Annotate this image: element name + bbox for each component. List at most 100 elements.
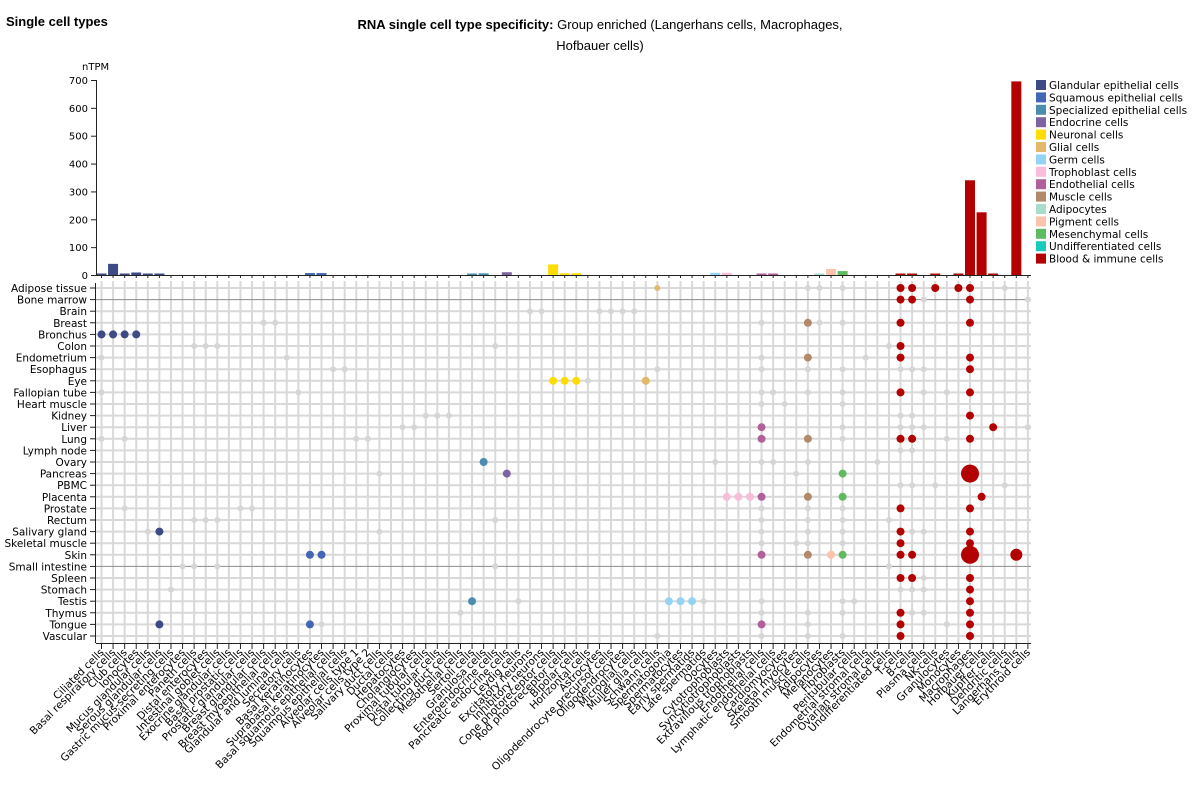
tissue-label[interactable]: Skin [65, 550, 87, 562]
expression-dot[interactable]: Ovary / Ovarian stromal cells [874, 459, 881, 465]
bar[interactable]: Lymphatic endothelial cells: 1 nTPM [768, 273, 779, 276]
expression-dot[interactable]: Testis / Macrophages [966, 597, 974, 606]
expression-dot[interactable]: Breast / Smooth muscle cells [803, 318, 812, 327]
expression-dot[interactable]: Testis / Early spermatids [688, 597, 697, 606]
bar[interactable]: Mucus glandular cells: 1 nTPM [142, 273, 153, 276]
expression-dot[interactable]: Salivary gland / Endothelial cells [758, 528, 765, 535]
expression-dot[interactable]: Breast / Fibroblasts [839, 319, 846, 326]
expression-dot[interactable]: Salivary gland / Fibroblasts [839, 528, 846, 535]
expression-dot[interactable]: Adipose tissue / Schwann cells [654, 285, 661, 291]
expression-dot[interactable]: Breast / Breast myoepithelial cells [272, 319, 279, 326]
tissue-label[interactable]: PBMC [57, 480, 87, 492]
tissue-label[interactable]: Ovary [56, 457, 87, 469]
expression-dot[interactable]: Adipose tissue / Adipocytes [816, 285, 823, 291]
legend-item[interactable]: Specialized epithelial cells [1036, 104, 1187, 117]
bar[interactable]: Langerhans cells: 695 nTPM [1011, 81, 1022, 276]
expression-dot[interactable]: Pancreas / Skeletal myocytes [793, 470, 800, 477]
legend-item[interactable]: Endocrine cells [1036, 117, 1128, 129]
expression-dot[interactable]: Fallopian tube / Granulocytes [943, 389, 950, 396]
expression-dot[interactable]: Fallopian tube / Fibroblasts [839, 389, 846, 396]
expression-dot[interactable]: Lung / Alveolar cells type 2 [364, 435, 371, 442]
bar[interactable]: Serous glandular cells: 1 nTPM [154, 273, 165, 276]
expression-dot[interactable]: Esophagus / T-cells [897, 366, 904, 373]
bar[interactable]: Basal keratinocytes: 7 nTPM [304, 273, 315, 275]
expression-dot[interactable]: Endometrium / Glandular and luminal cell… [283, 354, 290, 361]
expression-dot[interactable]: Small intestine / Undifferentiated cells [885, 563, 892, 570]
expression-dot[interactable]: Placenta / Cytotrophoblasts [722, 492, 731, 501]
legend-item[interactable]: Pigment cells [1036, 216, 1119, 228]
expression-dot[interactable]: Colon / Distal enterocytes [202, 343, 209, 349]
tissue-label[interactable]: Lung [61, 434, 87, 446]
tissue-label[interactable]: Esophagus [30, 364, 87, 376]
expression-dot[interactable]: Fallopian tube / Lymphatic endothelial c… [770, 389, 777, 396]
expression-dot[interactable]: Thymus / Mesothelial cells [457, 609, 464, 616]
expression-dot[interactable]: Lung / Granulocytes [943, 435, 950, 442]
tissue-label[interactable]: Lymph node [23, 445, 87, 457]
expression-dot[interactable]: Prostate / Macrophages [966, 504, 974, 513]
expression-dot[interactable]: PBMC / B-cells [909, 482, 916, 489]
expression-dot[interactable]: Eye / Rod photoreceptor cells [560, 376, 569, 385]
expression-dot[interactable]: Bone marrow / Plasma cells [920, 296, 927, 303]
expression-dot[interactable]: Adipose tissue / Monocytes [954, 284, 963, 292]
expression-dot[interactable]: Vascular / Smooth muscle cells [804, 633, 811, 639]
expression-dot[interactable]: Fallopian tube / T-cells [896, 388, 905, 397]
expression-dot[interactable]: Colon / Undifferentiated cells [885, 343, 892, 349]
expression-dot[interactable]: Fallopian tube / Secretory cells [295, 389, 302, 396]
tissue-label[interactable]: Eye [68, 376, 87, 388]
legend-item[interactable]: Trophoblast cells [1036, 166, 1137, 179]
expression-dot[interactable]: Skeletal muscle / T-cells [896, 539, 905, 548]
expression-dot[interactable]: Lung / Smooth muscle cells [803, 434, 812, 443]
expression-dot[interactable]: Testis / Sertoli cells [468, 597, 477, 606]
expression-dot[interactable]: Placenta / Extravillous trophoblasts [745, 492, 754, 501]
expression-dot[interactable]: Adipose tissue / B-cells [908, 284, 917, 292]
bar[interactable]: Hofbauer cells: 225 nTPM [976, 212, 987, 275]
expression-dot[interactable]: Kidney / Proximal tubular cells [422, 412, 429, 419]
tissue-label[interactable]: Testis [57, 596, 87, 608]
legend-item[interactable]: Adipocytes [1036, 204, 1107, 216]
expression-dot[interactable]: Rectum / Fibroblasts [839, 517, 846, 523]
expression-dot[interactable]: Esophagus / Basal squamous epithelial ce… [330, 366, 337, 373]
expression-dot[interactable]: Rectum / Paneth cells [191, 517, 198, 523]
expression-dot[interactable]: Lymph node / T-cells [897, 447, 904, 454]
legend-item[interactable]: Glandular epithelial cells [1036, 80, 1179, 92]
expression-dot[interactable]: Eye / Cone photoreceptor cells [549, 376, 558, 385]
expression-dot[interactable]: Pancreas / Salivary duct cells [376, 470, 383, 477]
expression-dot[interactable]: Salivary gland / Serous glandular cells [155, 527, 164, 536]
expression-dot[interactable]: Esophagus / Macrophages [966, 365, 974, 374]
bar[interactable]: Bipolar cells: 6 nTPM [571, 273, 582, 275]
tissue-label[interactable]: Bronchus [38, 329, 87, 341]
tissue-label[interactable]: Liver [61, 422, 87, 434]
expression-dot[interactable]: Kidney / T-cells [897, 412, 904, 419]
bar[interactable]: B-cells: 4 nTPM [907, 273, 918, 276]
expression-dot[interactable]: Lung / Ciliated cells [98, 435, 105, 442]
expression-dot[interactable]: Tongue / Endothelial cells [757, 620, 766, 629]
bar[interactable]: Cone photoreceptor cells: 38 nTPM [548, 264, 559, 275]
expression-dot[interactable]: Rectum / Smooth muscle cells [804, 517, 811, 523]
expression-dot[interactable]: Skin / Smooth muscle cells [803, 550, 812, 559]
expression-dot[interactable]: Esophagus / Endothelial cells [758, 366, 765, 373]
expression-dot[interactable]: Liver / Fibroblasts [839, 424, 846, 431]
expression-dot[interactable]: Esophagus / Fibroblasts [839, 366, 846, 373]
legend-item[interactable]: Mesenchymal cells [1036, 228, 1148, 241]
expression-dot[interactable]: Endometrium / Macrophages [966, 353, 974, 362]
bar[interactable]: Granulosa cells: 6 nTPM [478, 273, 489, 275]
expression-dot[interactable]: Stomach / T-cells [897, 586, 904, 593]
bar[interactable]: Fibroblasts: 14 nTPM [837, 271, 848, 275]
bar[interactable]: Kupffer cells: 2 nTPM [988, 273, 999, 276]
expression-dot[interactable]: Heart muscle / Fibroblasts [839, 401, 846, 407]
expression-dot[interactable]: Ovary / Endothelial cells [758, 459, 765, 465]
expression-dot[interactable]: Adipose tissue / Fibroblasts [839, 285, 846, 291]
expression-dot[interactable]: Thymus / Plasma cells [920, 609, 927, 616]
expression-dot[interactable]: Brain / Astrocytes [596, 308, 603, 315]
expression-dot[interactable]: Tongue / Suprabasal keratinocytes [318, 621, 325, 628]
expression-dot[interactable]: Skin / Suprabasal keratinocytes [317, 550, 326, 559]
expression-dot[interactable]: Fallopian tube / Ciliated cells [98, 389, 105, 396]
expression-dot[interactable]: PBMC / NK-cells [932, 482, 939, 489]
expression-dot[interactable]: Bone marrow / Macrophages [966, 295, 974, 304]
expression-dot[interactable]: Liver / Cholangiocytes [411, 424, 418, 431]
bar[interactable]: Endothelial cells: 1 nTPM [756, 273, 767, 276]
expression-dot[interactable]: Heart muscle / Cardiomyocytes [781, 401, 788, 407]
expression-dot[interactable]: Testis / Spermatocytes [676, 597, 685, 606]
expression-dot[interactable]: Eye / Muller glia cells [641, 376, 650, 385]
expression-dot[interactable]: Lung / Macrophages [966, 434, 974, 443]
